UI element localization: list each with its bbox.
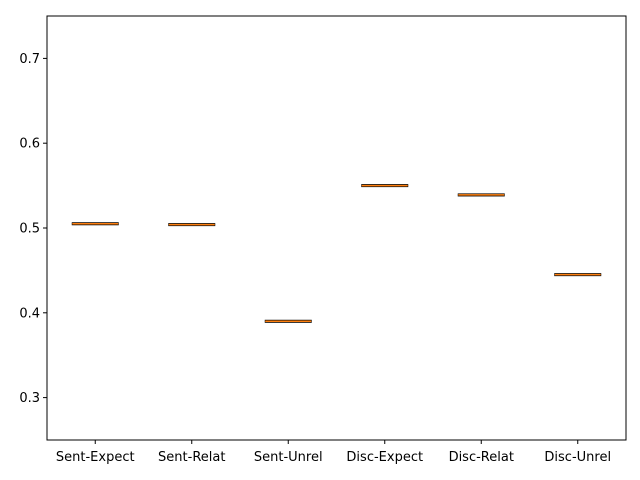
box-3: [264, 319, 312, 323]
y-tick-label: 0.3: [19, 391, 40, 406]
y-tick-label: 0.5: [19, 222, 40, 237]
y-axis: 0.3 0.4 0.5 0.6 0.7: [19, 52, 47, 406]
x-axis: Sent-Expect Sent-Relat Sent-Unrel Disc-Expe…: [56, 440, 611, 465]
y-tick-label: 0.7: [19, 52, 40, 67]
box-5: [457, 193, 505, 197]
x-tick-label: Sent-Relat: [158, 450, 225, 465]
x-tick-label: Disc-Unrel: [544, 450, 611, 465]
box-2: [168, 223, 216, 227]
x-tick-label: Sent-Unrel: [254, 450, 323, 465]
box-4: [361, 184, 409, 188]
box-1: [71, 222, 119, 226]
y-tick-label: 0.4: [19, 306, 40, 321]
plot-marks: [71, 184, 602, 323]
x-tick-label: Disc-Relat: [449, 450, 514, 465]
y-tick-label: 0.6: [19, 137, 40, 152]
box-6: [554, 273, 602, 277]
x-tick-label: Disc-Expect: [346, 450, 423, 465]
plot-frame: [46, 15, 627, 441]
x-tick-label: Sent-Expect: [56, 450, 135, 465]
